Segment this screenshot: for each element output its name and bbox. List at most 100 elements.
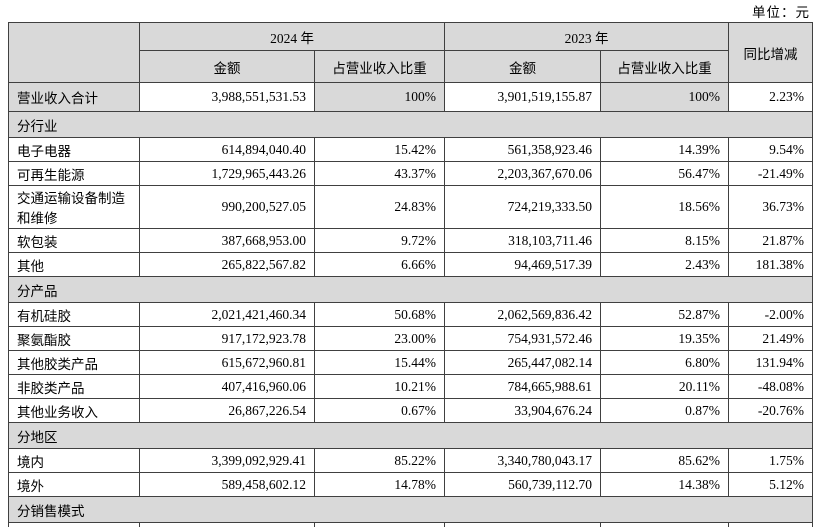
ratio-2024-cell: 43.37% bbox=[314, 161, 445, 186]
amount-2024-cell: 265,822,567.82 bbox=[139, 252, 315, 277]
table-row: 其他 265,822,567.82 6.66% 94,469,517.39 2.43% 1… bbox=[8, 252, 813, 277]
amount-2024-cell: 2,869,089,047.85 bbox=[139, 522, 315, 527]
row-label-cell: 营业收入合计 bbox=[8, 82, 140, 112]
yoy-cell: 21.49% bbox=[728, 326, 813, 351]
amount-2023-cell: 265,447,082.14 bbox=[444, 350, 601, 375]
yoy-cell: 131.94% bbox=[728, 350, 813, 375]
table-row: 非胶类产品 407,416,960.06 10.21% 784,665,988.61 2… bbox=[8, 374, 813, 399]
row-label-cell: 聚氨酯胶 bbox=[8, 326, 140, 351]
amount-2023-cell: 724,219,333.50 bbox=[444, 185, 601, 229]
amount-2024-cell: 917,172,923.78 bbox=[139, 326, 315, 351]
amount-2023-cell: 2,062,569,836.42 bbox=[444, 302, 601, 327]
amount-2023-cell: 784,665,988.61 bbox=[444, 374, 601, 399]
row-label-cell: 软包装 bbox=[8, 228, 140, 253]
row-label-cell: 可再生能源 bbox=[8, 161, 140, 186]
ratio-2023-cell: 85.62% bbox=[600, 448, 729, 473]
section-row: 分行业 bbox=[8, 111, 813, 138]
amount-2023-cell: 318,103,711.46 bbox=[444, 228, 601, 253]
amount-2024-cell: 990,200,527.05 bbox=[139, 185, 315, 229]
ratio-2023-cell: 52.87% bbox=[600, 302, 729, 327]
yoy-cell: 36.73% bbox=[728, 185, 813, 229]
ratio-2023-cell: 6.80% bbox=[600, 350, 729, 375]
ratio-2024-cell: 0.67% bbox=[314, 398, 445, 423]
year-2024-header: 2024 年 bbox=[139, 22, 445, 51]
section-label: 分行业 bbox=[8, 111, 813, 138]
table-row: 直供客户2,869,089,047.8571.93%2,818,170,150.… bbox=[8, 522, 813, 527]
table-row: 其他胶类产品 615,672,960.81 15.44% 265,447,082.14… bbox=[8, 350, 813, 375]
amount-2024-cell: 26,867,226.54 bbox=[139, 398, 315, 423]
ratio-2024-cell: 50.68% bbox=[314, 302, 445, 327]
ratio-2024-cell: 15.44% bbox=[314, 350, 445, 375]
year-2023-header: 2023 年 bbox=[444, 22, 729, 51]
amount-2023-cell: 561,358,923.46 bbox=[444, 137, 601, 162]
unit-label: 单位：元 bbox=[752, 5, 810, 20]
row-label-cell: 非胶类产品 bbox=[8, 374, 140, 399]
row-label-cell: 交通运输设备制造和维修 bbox=[8, 185, 140, 229]
ratio-2023-cell: 0.87% bbox=[600, 398, 729, 423]
ratio-2023-cell: 14.39% bbox=[600, 137, 729, 162]
table-row: 软包装 387,668,953.00 9.72% 318,103,711.46 8.15… bbox=[8, 228, 813, 253]
yoy-cell: 5.12% bbox=[728, 472, 813, 497]
amount-2023-cell: 754,931,572.46 bbox=[444, 326, 601, 351]
ratio-2024-cell: 9.72% bbox=[314, 228, 445, 253]
table-row: 有机硅胶 2,021,421,460.34 50.68% 2,062,569,836.… bbox=[8, 302, 813, 327]
section-label: 分销售模式 bbox=[8, 496, 813, 523]
amount-2024-cell: 407,416,960.06 bbox=[139, 374, 315, 399]
amount-2023-cell: 560,739,112.70 bbox=[444, 472, 601, 497]
ratio-2023-cell: 72.23% bbox=[600, 522, 729, 527]
row-label-cell: 境内 bbox=[8, 448, 140, 473]
ratio-2024-cell: 6.66% bbox=[314, 252, 445, 277]
table-body: 营业收入合计 3,988,551,531.53 100% 3,901,519,155.… bbox=[8, 82, 813, 527]
row-label-cell: 其他胶类产品 bbox=[8, 350, 140, 375]
amount-2024-cell: 3,988,551,531.53 bbox=[139, 82, 315, 112]
row-label-cell: 电子电器 bbox=[8, 137, 140, 162]
table-row: 聚氨酯胶 917,172,923.78 23.00% 754,931,572.46 19… bbox=[8, 326, 813, 351]
table-row: 境外 589,458,602.12 14.78% 560,739,112.70 14.3… bbox=[8, 472, 813, 497]
ratio-2023-cell: 18.56% bbox=[600, 185, 729, 229]
amount-2024-cell: 2,021,421,460.34 bbox=[139, 302, 315, 327]
ratio-2023-cell: 19.35% bbox=[600, 326, 729, 351]
table-row: 营业收入合计 3,988,551,531.53 100% 3,901,519,155.… bbox=[8, 82, 813, 112]
row-label-cell: 境外 bbox=[8, 472, 140, 497]
table-header: 2024 年 2023 年 同比增减 金额 占营业收入比重 金额 占营业收入比重 bbox=[8, 22, 813, 83]
section-row: 分地区 bbox=[8, 422, 813, 449]
yoy-cell: 2.23% bbox=[728, 82, 813, 112]
yoy-header: 同比增减 bbox=[728, 22, 813, 83]
yoy-cell: -48.08% bbox=[728, 374, 813, 399]
ratio-2023-cell: 14.38% bbox=[600, 472, 729, 497]
amount-2023-cell: 3,901,519,155.87 bbox=[444, 82, 601, 112]
section-row: 分产品 bbox=[8, 276, 813, 303]
yoy-cell: -21.49% bbox=[728, 161, 813, 186]
section-label: 分地区 bbox=[8, 422, 813, 449]
ratio-2024-cell: 100% bbox=[314, 82, 445, 112]
amount-2024-header: 金额 bbox=[139, 50, 315, 83]
amount-2023-cell: 33,904,676.24 bbox=[444, 398, 601, 423]
section-row: 分销售模式 bbox=[8, 496, 813, 523]
amount-2024-cell: 1,729,965,443.26 bbox=[139, 161, 315, 186]
ratio-2024-cell: 85.22% bbox=[314, 448, 445, 473]
section-label: 分产品 bbox=[8, 276, 813, 303]
corner-cell bbox=[8, 22, 140, 83]
amount-2023-cell: 2,203,367,670.06 bbox=[444, 161, 601, 186]
amount-2024-cell: 589,458,602.12 bbox=[139, 472, 315, 497]
ratio-2023-cell: 8.15% bbox=[600, 228, 729, 253]
ratio-2024-cell: 23.00% bbox=[314, 326, 445, 351]
ratio-2024-cell: 14.78% bbox=[314, 472, 445, 497]
ratio-2023-cell: 2.43% bbox=[600, 252, 729, 277]
table-row: 境内 3,399,092,929.41 85.22% 3,340,780,043.17… bbox=[8, 448, 813, 473]
yoy-cell: -2.00% bbox=[728, 302, 813, 327]
ratio-2024-cell: 10.21% bbox=[314, 374, 445, 399]
ratio-2024-cell: 24.83% bbox=[314, 185, 445, 229]
yoy-cell: 181.38% bbox=[728, 252, 813, 277]
ratio-2023-cell: 56.47% bbox=[600, 161, 729, 186]
amount-2023-cell: 2,818,170,150.82 bbox=[444, 522, 601, 527]
amount-2023-cell: 3,340,780,043.17 bbox=[444, 448, 601, 473]
amount-2024-cell: 615,672,960.81 bbox=[139, 350, 315, 375]
amount-2024-cell: 614,894,040.40 bbox=[139, 137, 315, 162]
ratio-2023-cell: 100% bbox=[600, 82, 729, 112]
yoy-cell: 1.75% bbox=[728, 448, 813, 473]
yoy-cell: 9.54% bbox=[728, 137, 813, 162]
table-row: 交通运输设备制造和维修 990,200,527.05 24.83% 724,219,3… bbox=[8, 185, 813, 229]
revenue-table: 2024 年 2023 年 同比增减 金额 占营业收入比重 金额 占营业收入比重… bbox=[8, 22, 813, 527]
